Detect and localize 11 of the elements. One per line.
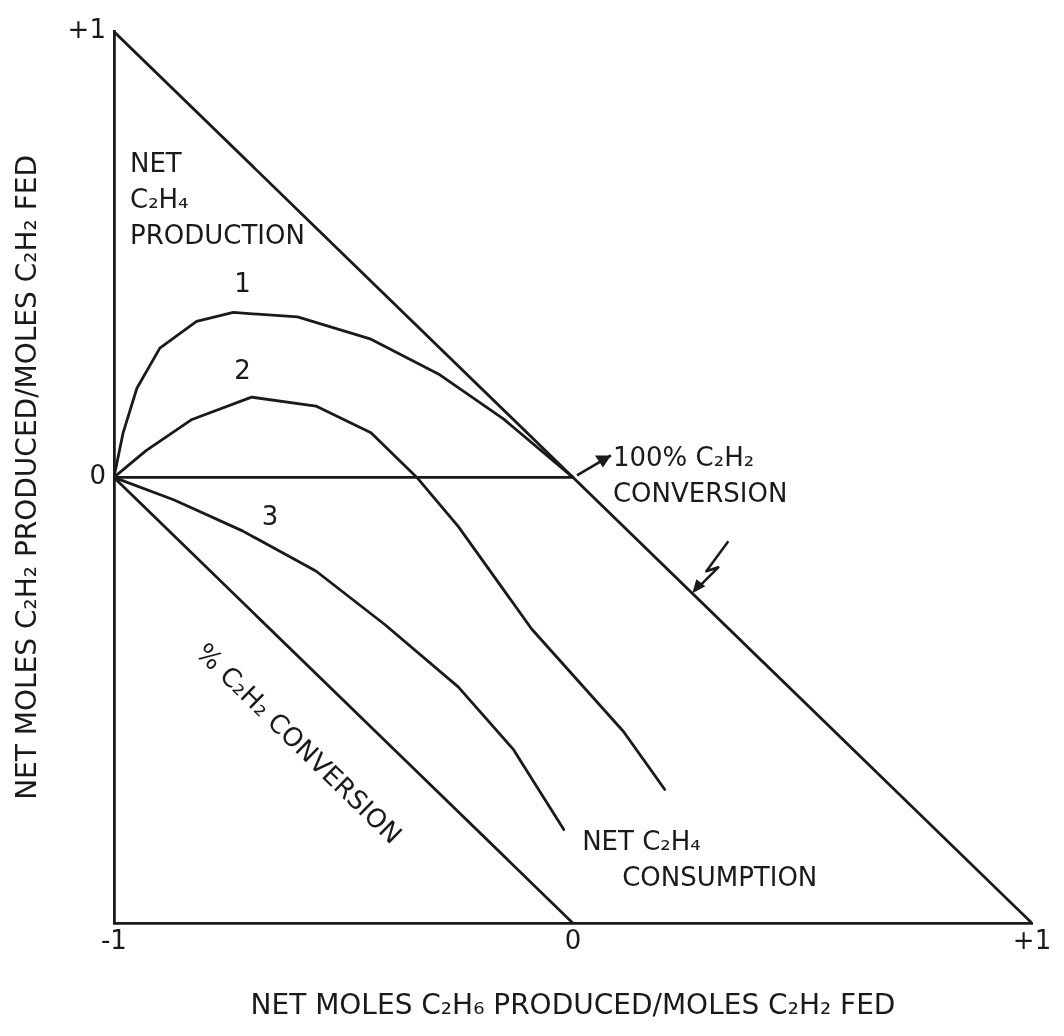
series-label: 2 (234, 355, 251, 386)
x-axis-title: NET MOLES C₂H₆ PRODUCED/MOLES C₂H₂ FED (250, 988, 896, 1022)
annotation: NET C₂H₄ CONSUMPTION (582, 825, 818, 892)
y-axis-title: NET MOLES C₂H₂ PRODUCED/MOLES C₂H₂ FED (10, 154, 44, 800)
annotation: 100% C₂H₂ CONVERSION (612, 442, 788, 509)
annotation: NET C₂H₄ PRODUCTION (129, 148, 305, 251)
series-label: 3 (261, 500, 279, 531)
x-tick-label: +1 (1012, 924, 1052, 955)
series-label: 1 (234, 267, 251, 298)
x-tick-label: 0 (564, 924, 582, 955)
x-tick-label: -1 (100, 924, 127, 955)
